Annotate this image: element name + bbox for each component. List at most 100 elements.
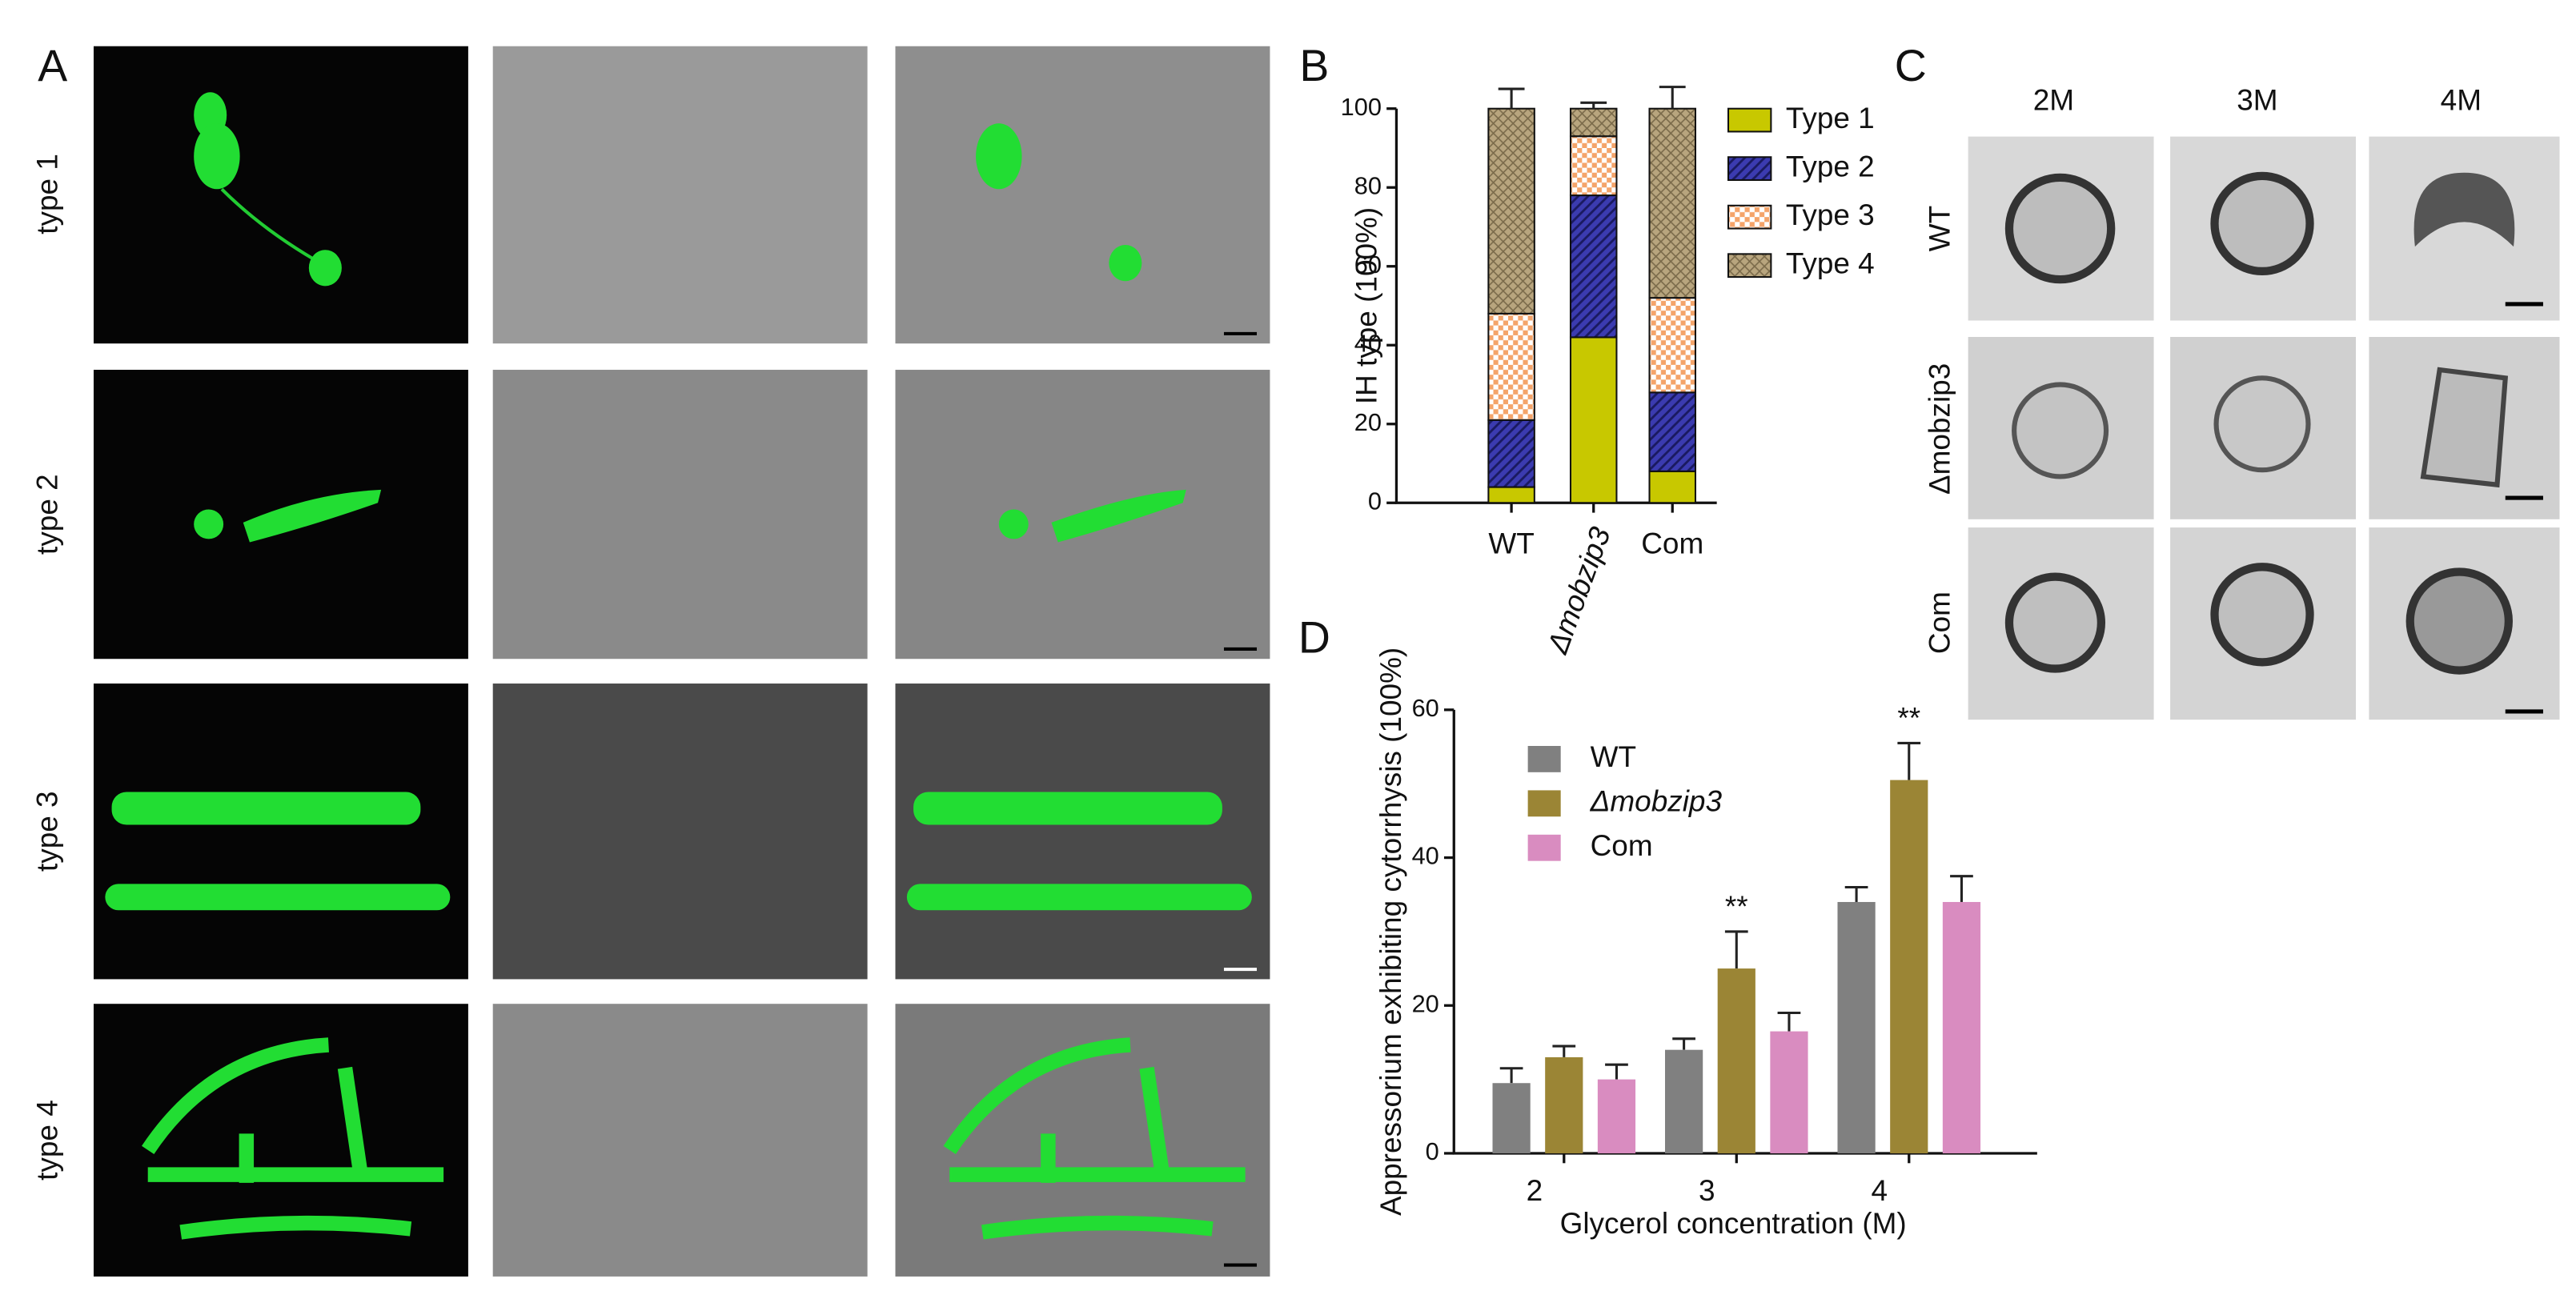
y-tick-label: 60 <box>1354 251 1382 279</box>
appressorium <box>194 509 224 539</box>
hypha <box>1051 489 1186 543</box>
row-label: type 2 <box>30 474 63 555</box>
hypha <box>111 792 421 825</box>
panel-label: B <box>1299 41 1329 90</box>
y-axis-title: IH type (100%) <box>1350 207 1382 404</box>
y-tick-label: 0 <box>1368 487 1382 515</box>
micrograph-grid <box>93 46 1270 1277</box>
appressorium <box>194 123 240 190</box>
bar-segment <box>1487 107 1535 315</box>
x-axis-title: Glycerol concentration (M) <box>1560 1207 1907 1240</box>
cell-image <box>2369 136 2560 321</box>
legend-swatch <box>1527 790 1561 817</box>
hypha <box>105 884 451 911</box>
y-tick-label: 60 <box>1412 694 1439 722</box>
collapsed-appressorium <box>2413 172 2515 247</box>
bar <box>1665 1049 1703 1153</box>
y-tick-label: 20 <box>1354 408 1382 436</box>
bar <box>1597 1079 1636 1153</box>
hypha <box>913 792 1222 825</box>
appressorium <box>2210 563 2314 667</box>
legend-swatch <box>1727 253 1772 279</box>
appressorium <box>2004 173 2116 284</box>
legend-swatch <box>1727 107 1772 133</box>
panel-label: D <box>1298 612 1330 662</box>
row-label: type 3 <box>30 791 63 872</box>
merged-image <box>895 684 1270 980</box>
bar <box>1545 1056 1583 1153</box>
panel-label: C <box>1895 41 1927 90</box>
column-label: 3M <box>2237 83 2277 116</box>
appressorium <box>2210 171 2314 276</box>
hypha <box>906 884 1252 911</box>
hypha <box>142 1037 444 1240</box>
legend-swatch <box>1727 204 1772 230</box>
bar <box>1770 1031 1808 1153</box>
fluorescence-image <box>93 46 468 344</box>
panel-label: A <box>38 41 67 90</box>
brightfield-image <box>492 370 868 660</box>
legend-label: WT <box>1591 740 1636 773</box>
hypha <box>943 1037 1246 1240</box>
bar <box>1942 901 1981 1153</box>
hypha <box>220 187 322 265</box>
bar-segment <box>1569 336 1618 504</box>
brightfield-image <box>492 46 868 344</box>
y-tick-label: 40 <box>1354 329 1382 357</box>
legend-label: Type 3 <box>1786 198 1875 231</box>
appressorium <box>2213 375 2311 473</box>
y-tick-label: 80 <box>1354 171 1382 199</box>
x-tick-label: 3 <box>1699 1174 1715 1207</box>
bar <box>1492 1083 1531 1153</box>
appressorium <box>976 123 1022 190</box>
bar-segment <box>1648 470 1696 504</box>
x-tick-label: Δmobzip3 <box>1541 523 1617 659</box>
legend-label: Com <box>1591 829 1653 862</box>
legend-swatch <box>1527 746 1561 772</box>
bar-segment <box>1648 297 1696 394</box>
hypha <box>243 489 382 543</box>
legend-label: Type 1 <box>1786 102 1875 134</box>
collapsed-appressorium <box>2420 367 2509 488</box>
x-tick-label: 4 <box>1872 1174 1888 1207</box>
bar-segment <box>1569 107 1618 138</box>
legend-swatch <box>1727 156 1772 182</box>
significance-label: ** <box>1897 701 1920 734</box>
legend-label: Type 4 <box>1786 247 1875 279</box>
brightfield-image <box>492 1004 868 1277</box>
hypha-tip <box>1109 245 1142 282</box>
bar-segment <box>1487 419 1535 488</box>
bar <box>1837 901 1876 1153</box>
x-tick-label: 2 <box>1527 1174 1543 1207</box>
row-label: WT <box>1924 206 1956 251</box>
bar <box>1890 780 1928 1153</box>
significance-label: ** <box>1725 890 1748 923</box>
row-label: Δmobzip3 <box>1924 363 1956 495</box>
row-label: type 1 <box>30 154 63 235</box>
bar-segment <box>1569 135 1618 197</box>
appressorium <box>998 509 1029 539</box>
bar-segment <box>1487 312 1535 421</box>
y-tick-label: 100 <box>1341 93 1382 121</box>
legend-swatch <box>1527 834 1561 861</box>
appressorium <box>2012 382 2109 479</box>
bar-segment <box>1487 486 1535 504</box>
merged-image <box>895 46 1270 344</box>
row-label: type 4 <box>30 1100 63 1181</box>
x-tick-label: WT <box>1488 527 1534 559</box>
legend-label: Type 2 <box>1786 150 1875 182</box>
y-tick-label: 40 <box>1412 842 1439 870</box>
x-tick-label: Com <box>1641 527 1703 559</box>
bar-segment <box>1569 194 1618 339</box>
fluorescence-image <box>93 684 468 980</box>
row-label: Com <box>1924 591 1956 654</box>
bar <box>1717 968 1755 1153</box>
column-label: 2M <box>2033 83 2074 116</box>
bar-segment <box>1648 391 1696 472</box>
micrograph-grid <box>1968 136 2560 720</box>
collapsed-appressorium <box>2405 567 2513 675</box>
appressorium <box>2004 572 2106 673</box>
y-axis-title: Appressorium exhibiting cytorrhysis (100… <box>1374 647 1407 1216</box>
